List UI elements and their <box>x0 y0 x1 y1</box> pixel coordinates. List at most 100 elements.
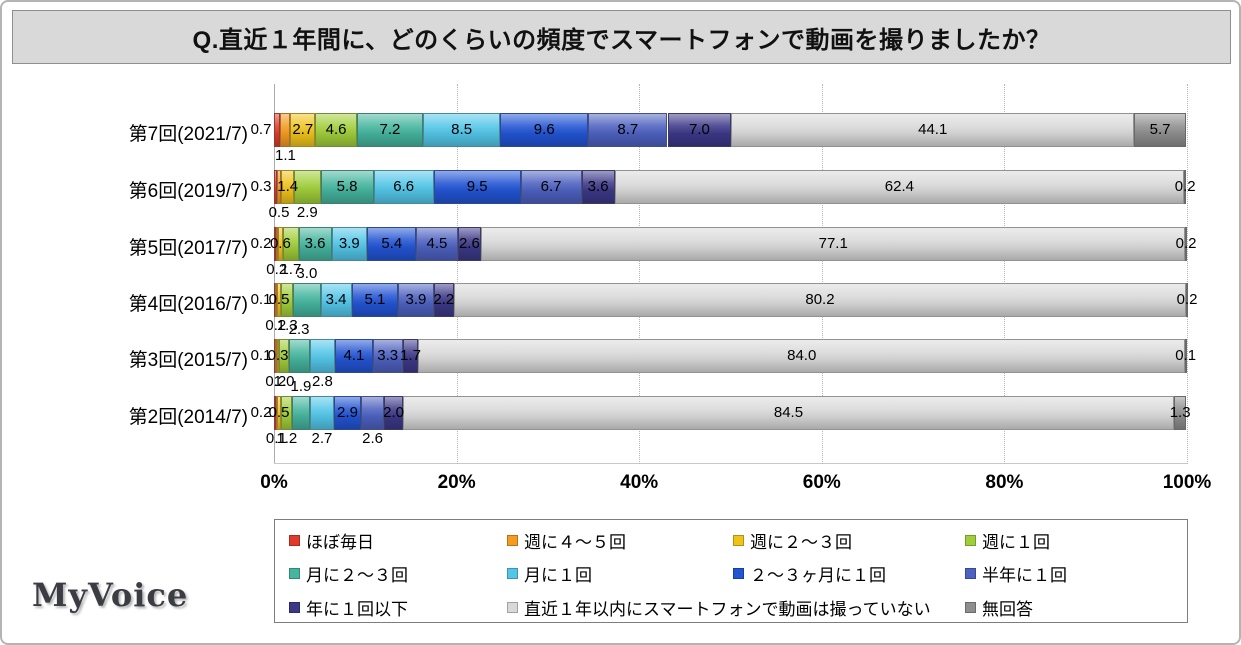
data-label: 2.9 <box>337 403 358 421</box>
legend-label: 無回答 <box>982 600 1033 619</box>
data-label: 9.5 <box>466 177 488 195</box>
data-label: 2.6 <box>362 429 384 447</box>
data-label: 0.5 <box>268 403 290 421</box>
data-label: 3.9 <box>338 234 360 252</box>
bar-segment <box>588 113 668 147</box>
bar-segment <box>402 339 419 373</box>
x-axis-line <box>274 463 1187 464</box>
data-label: 1.7 <box>280 260 302 278</box>
x-tick-label: 80% <box>985 472 1024 493</box>
legend-label: 月に２～３回 <box>306 566 408 585</box>
bar-segment <box>667 113 732 147</box>
bar-segment <box>290 113 316 147</box>
bar-segment <box>292 396 310 430</box>
data-label: 0.2 <box>265 372 287 390</box>
bar-segment <box>281 283 294 317</box>
legend-item: 週に２～３回 <box>733 528 852 553</box>
data-label: 0.2 <box>266 260 288 278</box>
bar-row <box>274 283 1189 317</box>
legend-swatch <box>507 602 518 613</box>
data-label: 0.5 <box>268 203 290 221</box>
data-label: 9.6 <box>533 120 555 138</box>
data-label: 0.2 <box>250 234 272 252</box>
gridline <box>639 84 641 464</box>
chart-title: Q.直近１年間に、どのくらいの頻度でスマートフォンで動画を撮りましたか？ <box>12 10 1231 64</box>
bar-segment <box>500 113 589 147</box>
bar-segment <box>351 283 399 317</box>
legend-label: 年に１回以下 <box>306 600 408 619</box>
bar-segment <box>276 339 280 373</box>
data-label: 1.3 <box>276 316 298 334</box>
legend-box: ほぼ毎日 週に４～５回 週に２～３回 週に１回 月に２～３回 月に１回 ２～３ヶ月に１回 半年… <box>274 519 1188 623</box>
bar-segment <box>331 227 368 261</box>
bar-segment <box>433 170 521 204</box>
legend-swatch <box>289 568 300 579</box>
legend-item: 無回答 <box>965 595 1033 620</box>
data-label: 0.1 <box>1175 346 1197 364</box>
data-label: 0.2 <box>250 403 272 421</box>
bar-segment <box>614 170 1185 204</box>
bar-row <box>274 396 1187 430</box>
legend-swatch <box>507 535 518 546</box>
legend-swatch <box>289 602 300 613</box>
bar-segment <box>274 396 276 430</box>
gridline <box>1187 84 1188 464</box>
data-label: 4.6 <box>325 120 347 138</box>
data-label: 62.4 <box>884 177 914 195</box>
data-label: 3.9 <box>405 290 427 308</box>
data-label: 0.1 <box>250 346 272 364</box>
legend-item: 月に１回 <box>507 561 592 586</box>
data-label: 0.7 <box>250 120 272 138</box>
data-label: 5.4 <box>381 234 403 252</box>
bar-segment <box>357 113 423 147</box>
data-label: 0.2 <box>1175 234 1197 252</box>
data-label: 1.9 <box>290 377 312 395</box>
data-label: 5.8 <box>336 177 358 195</box>
bar-segment <box>1174 396 1187 430</box>
bar-segment <box>433 283 454 317</box>
bar-segment <box>293 283 321 317</box>
legend-item: ほぼ毎日 <box>289 528 374 553</box>
data-label: 6.7 <box>540 177 562 195</box>
bar-segment <box>309 396 335 430</box>
bar-row <box>274 113 1187 147</box>
legend-swatch <box>733 568 744 579</box>
bar-segment <box>1184 170 1187 204</box>
data-label: 0.6 <box>269 234 291 252</box>
bar-segment <box>294 170 321 204</box>
bar-segment <box>418 339 1186 373</box>
data-label: 1.7 <box>400 346 421 364</box>
bar-segment <box>283 227 299 261</box>
legend-label: ほぼ毎日 <box>306 533 374 552</box>
bar-segment <box>298 227 332 261</box>
data-label: 77.1 <box>818 234 848 252</box>
data-label: 3.6 <box>587 177 609 195</box>
bar-segment <box>453 283 1187 317</box>
bar-segment <box>279 339 289 373</box>
data-label: 7.2 <box>379 120 401 138</box>
bar-segment <box>288 339 310 373</box>
data-label: 2.3 <box>288 320 310 338</box>
bar-segment <box>277 227 284 261</box>
bar-segment <box>320 170 374 204</box>
data-label: 0.2 <box>265 316 287 334</box>
data-label: 5.7 <box>1149 120 1171 138</box>
bar-segment <box>315 113 358 147</box>
data-label: 2.2 <box>433 290 455 308</box>
category-label: 第4回(2016/7) <box>128 294 248 315</box>
data-label: 4.1 <box>343 346 365 364</box>
legend-label: 月に１回 <box>524 566 592 585</box>
data-label: 0.2 <box>1174 177 1196 195</box>
bar-segment <box>274 227 276 261</box>
data-label: 8.7 <box>617 120 639 138</box>
bar-segment <box>335 339 373 373</box>
bar-segment <box>398 283 434 317</box>
gridline <box>821 84 823 464</box>
data-label: 0.2 <box>1176 290 1198 308</box>
data-label: 3.0 <box>296 264 318 282</box>
legend-label: 週に４～５回 <box>524 533 626 552</box>
x-tick-label: 0% <box>260 472 288 493</box>
data-label: 2.6 <box>458 234 480 252</box>
data-label: 84.5 <box>773 403 804 421</box>
